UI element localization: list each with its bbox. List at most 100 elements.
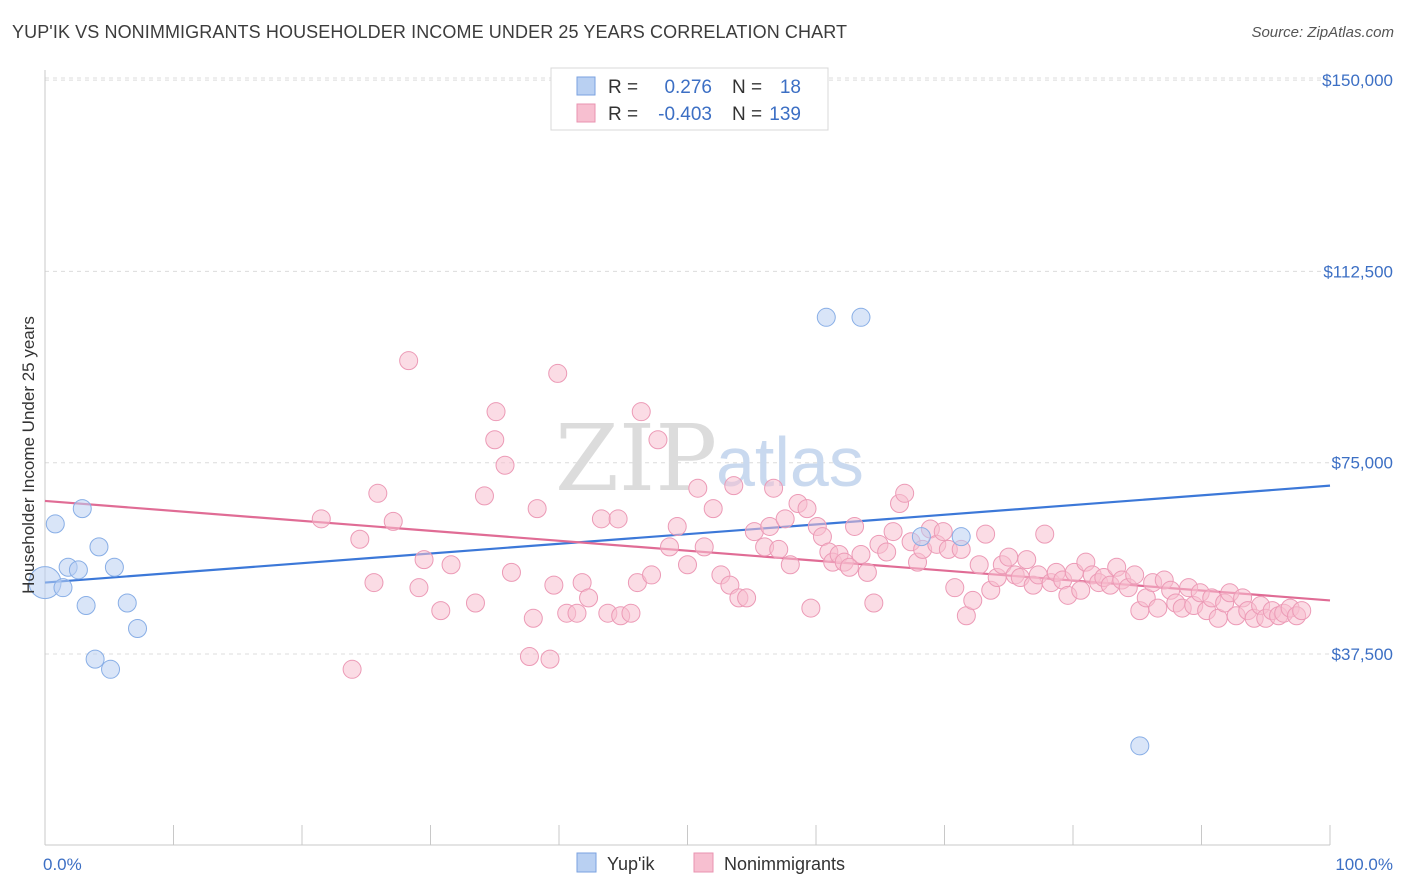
nonimmigrants-point-37	[667, 516, 687, 536]
nonimmigrants-point-1	[342, 659, 362, 679]
nonimmigrants-point-41	[703, 499, 723, 519]
nonimmigrants-point-11	[465, 593, 485, 613]
nonimmigrants-point-64	[845, 516, 865, 536]
nonimmigrants-point-66	[857, 562, 877, 582]
nonimmigrants-point-16	[501, 562, 521, 582]
yupik-point-15	[911, 527, 931, 547]
nonimmigrants-point-6	[399, 351, 419, 371]
nonimmigrants-point-101	[1071, 580, 1091, 600]
y-tick-label-3: $150,000	[1322, 71, 1393, 90]
nonimmigrants-point-35	[648, 430, 668, 450]
nonimmigrants-point-72	[895, 483, 915, 503]
source-label: Source: ZipAtlas.com	[1251, 24, 1394, 41]
legend-swatch-yupik	[576, 76, 596, 96]
yupik-point-6	[76, 596, 96, 616]
data-points	[28, 307, 1312, 756]
nonimmigrants-point-95	[1035, 524, 1055, 544]
nonimmigrants-point-29	[608, 509, 628, 529]
nonimmigrants-point-33	[631, 402, 651, 422]
nonimmigrants-point-63	[839, 557, 859, 577]
nonimmigrants-point-110	[1125, 565, 1145, 585]
legend-r-label-nonimmigrants: R =	[608, 104, 638, 125]
legend-r-value-yupik: 0.276	[664, 77, 712, 98]
chart-title: YUP'IK VS NONIMMIGRANTS HOUSEHOLDER INCO…	[12, 22, 848, 42]
nonimmigrants-point-18	[523, 608, 543, 628]
legend-box	[550, 67, 829, 131]
y-tick-label-1: $75,000	[1332, 454, 1393, 473]
nonimmigrants-point-26	[579, 588, 599, 608]
bottom-legend-label-nonimmigrants[interactable]: Nonimmigrants	[724, 854, 845, 874]
yupik-point-12	[128, 618, 148, 638]
nonimmigrants-point-49	[760, 516, 780, 536]
x-tick-label-max: 100.0%	[1335, 855, 1393, 874]
nonimmigrants-point-13	[486, 402, 506, 422]
nonimmigrants-point-56	[801, 598, 821, 618]
nonimmigrants-point-67	[864, 593, 884, 613]
nonimmigrants-point-84	[969, 555, 989, 575]
yupik-point-7	[89, 537, 109, 557]
nonimmigrants-point-9	[431, 601, 451, 621]
bottom-legend-swatch-yupik[interactable]	[576, 852, 597, 873]
nonimmigrants-point-53	[780, 555, 800, 575]
nonimmigrants-point-5	[383, 511, 403, 531]
nonimmigrants-point-85	[976, 524, 996, 544]
legend-n-label-yupik: N =	[732, 77, 762, 98]
yupik-point-9	[101, 659, 121, 679]
yupik-point-14	[851, 307, 871, 327]
nonimmigrants-point-12	[474, 486, 494, 506]
nonimmigrants-point-70	[883, 522, 903, 542]
nonimmigrants-point-46	[737, 588, 757, 608]
nonimmigrants-point-89	[999, 547, 1019, 567]
y-tick-labels: $37,500 $75,000 $112,500 $150,000	[1322, 71, 1393, 664]
nonimmigrants-point-65	[851, 545, 871, 565]
nonimmigrants-point-31	[621, 603, 641, 623]
axes	[44, 70, 1331, 846]
yupik-point-11	[117, 593, 137, 613]
x-tick-label-min: 0.0%	[43, 855, 82, 874]
yupik-point-13	[816, 307, 836, 327]
nonimmigrants-point-80	[945, 578, 965, 598]
legend-r-label-yupik: R =	[608, 77, 638, 98]
nonimmigrants-point-19	[527, 499, 547, 519]
nonimmigrants-point-27	[591, 509, 611, 529]
nonimmigrants-point-8	[414, 550, 434, 570]
nonimmigrants-point-7	[409, 578, 429, 598]
nonimmigrants-point-17	[519, 647, 539, 667]
legend-n-label-nonimmigrants: N =	[732, 104, 762, 125]
nonimmigrants-point-0	[311, 509, 331, 529]
nonimmigrants-point-22	[548, 363, 568, 383]
y-axis-title: Householder Income Under 25 years	[19, 316, 38, 594]
nonimmigrants-point-114	[1148, 598, 1168, 618]
nonimmigrants-point-4	[368, 483, 388, 503]
legend-r-value-nonimmigrants: -0.403	[658, 104, 712, 125]
nonimmigrants-point-83	[963, 590, 983, 610]
nonimmigrants-point-39	[688, 478, 708, 498]
legend-swatch-nonimmigrants	[576, 103, 596, 123]
yupik-point-2	[53, 578, 73, 598]
nonimmigrants-point-34	[642, 565, 662, 585]
yupik-point-16	[951, 527, 971, 547]
nonimmigrants-point-14	[485, 430, 505, 450]
yupik-trend-line	[44, 484, 1331, 584]
nonimmigrants-point-2	[350, 529, 370, 549]
nonimmigrants-point-20	[540, 649, 560, 669]
nonimmigrants-point-40	[694, 537, 714, 557]
nonimmigrants-point-15	[495, 455, 515, 475]
nonimmigrants-point-52	[775, 509, 795, 529]
y-tick-label-0: $37,500	[1332, 645, 1393, 664]
yupik-point-10	[104, 557, 124, 577]
yupik-point-4	[68, 560, 88, 580]
nonimmigrants-point-21	[544, 575, 564, 595]
top-legend: R = 0.276 N = 18 R = -0.403 N = 139	[550, 67, 829, 131]
nonimmigrants-point-138	[1292, 601, 1312, 621]
yupik-point-17	[1130, 736, 1150, 756]
nonimmigrants-point-10	[441, 555, 461, 575]
nonimmigrants-point-44	[724, 476, 744, 496]
nonimmigrants-point-24	[567, 603, 587, 623]
yupik-point-8	[85, 649, 105, 669]
nonimmigrants-point-36	[660, 537, 680, 557]
bottom-legend-swatch-nonimmigrants[interactable]	[693, 852, 714, 873]
yupik-point-5	[72, 499, 92, 519]
bottom-legend-label-yupik[interactable]: Yup'ik	[607, 854, 655, 874]
nonimmigrants-point-38	[678, 555, 697, 575]
